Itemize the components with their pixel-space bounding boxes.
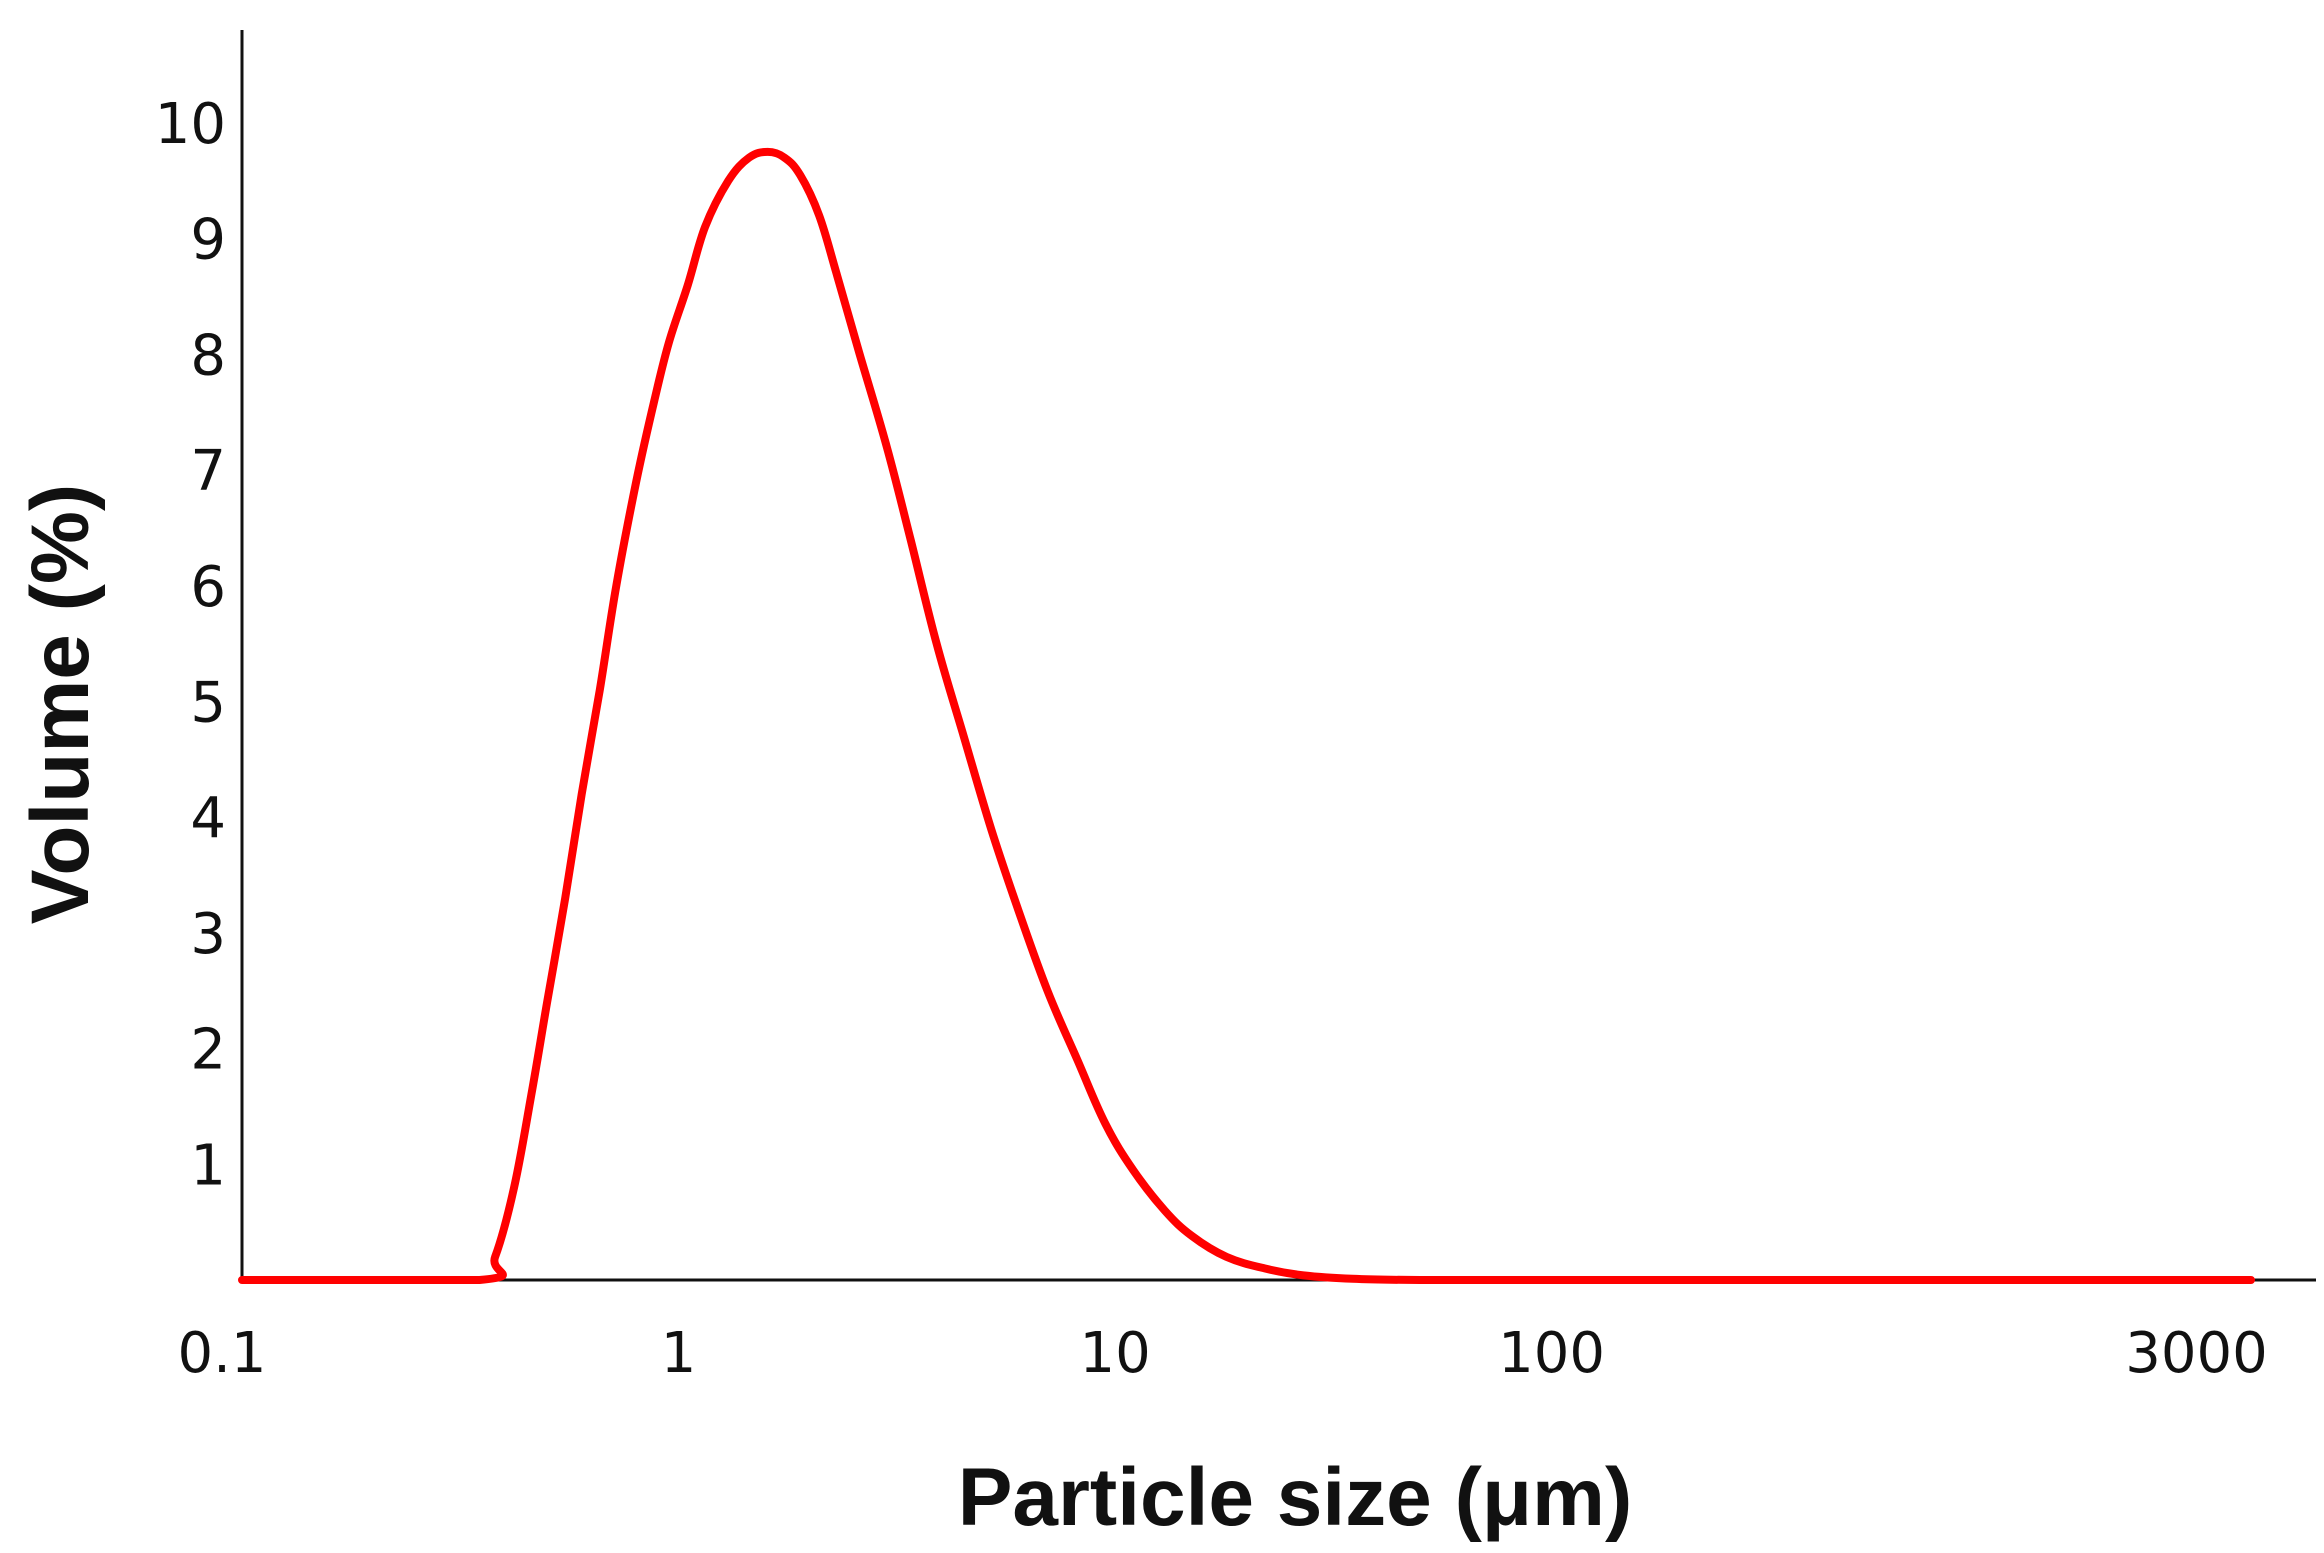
y-tick-label: 4: [190, 786, 226, 851]
y-tick-labels: 1 2 3 4 5 6 7 8 9 10: [155, 92, 226, 1198]
x-tick-label: 10: [1079, 1321, 1150, 1386]
x-tick-label: 3000: [2125, 1321, 2268, 1386]
volume-distribution-line: [238, 147, 2255, 1285]
x-tick-label: 0.1: [177, 1321, 266, 1386]
y-tick-label: 7: [190, 439, 226, 504]
y-tick-label: 5: [190, 671, 226, 736]
y-tick-label: 3: [190, 902, 226, 967]
x-axis-title: Particle size (μm): [958, 1452, 1633, 1543]
y-tick-label: 10: [155, 92, 226, 157]
y-axis-title: Volume (%): [15, 484, 106, 924]
x-tick-labels: 0.1 1 10 100 3000: [177, 1321, 2267, 1386]
x-tick-label: 1: [661, 1321, 697, 1386]
x-tick-label: 100: [1498, 1321, 1605, 1386]
y-tick-label: 9: [190, 208, 226, 273]
y-tick-label: 2: [190, 1018, 226, 1083]
y-tick-label: 6: [190, 555, 226, 620]
y-tick-label: 1: [190, 1133, 226, 1198]
y-tick-label: 8: [190, 323, 226, 388]
